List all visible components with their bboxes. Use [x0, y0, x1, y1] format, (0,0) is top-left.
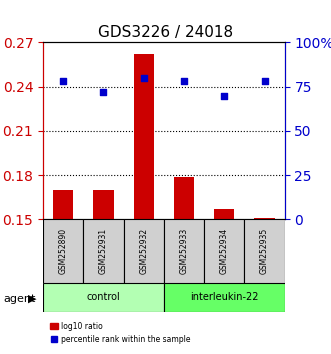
- Point: [61, 79, 66, 84]
- Text: control: control: [87, 292, 120, 302]
- Text: ▶: ▶: [28, 294, 37, 304]
- FancyBboxPatch shape: [244, 219, 285, 283]
- Bar: [214, 209, 234, 219]
- FancyBboxPatch shape: [164, 219, 204, 283]
- Point: [262, 79, 267, 84]
- FancyBboxPatch shape: [43, 219, 83, 283]
- Text: GSM252935: GSM252935: [260, 228, 269, 274]
- Text: interleukin-22: interleukin-22: [190, 292, 259, 302]
- Point: [141, 75, 146, 81]
- FancyBboxPatch shape: [204, 219, 244, 283]
- Point: [181, 79, 187, 84]
- FancyBboxPatch shape: [164, 283, 285, 312]
- Bar: [134, 54, 154, 219]
- Bar: [53, 190, 73, 219]
- Point: [221, 93, 227, 98]
- Text: agent: agent: [3, 294, 36, 304]
- FancyBboxPatch shape: [43, 283, 164, 312]
- Bar: [93, 190, 114, 219]
- Text: GSM252931: GSM252931: [99, 228, 108, 274]
- FancyBboxPatch shape: [123, 219, 164, 283]
- Text: GSM252933: GSM252933: [179, 228, 188, 274]
- Text: GDS3226 / 24018: GDS3226 / 24018: [98, 25, 233, 40]
- Legend: log10 ratio, percentile rank within the sample: log10 ratio, percentile rank within the …: [47, 319, 194, 347]
- FancyBboxPatch shape: [83, 219, 123, 283]
- Text: GSM252932: GSM252932: [139, 228, 148, 274]
- Text: GSM252890: GSM252890: [59, 228, 68, 274]
- Text: GSM252934: GSM252934: [220, 228, 229, 274]
- Bar: [174, 177, 194, 219]
- Bar: [255, 218, 275, 219]
- Point: [101, 89, 106, 95]
